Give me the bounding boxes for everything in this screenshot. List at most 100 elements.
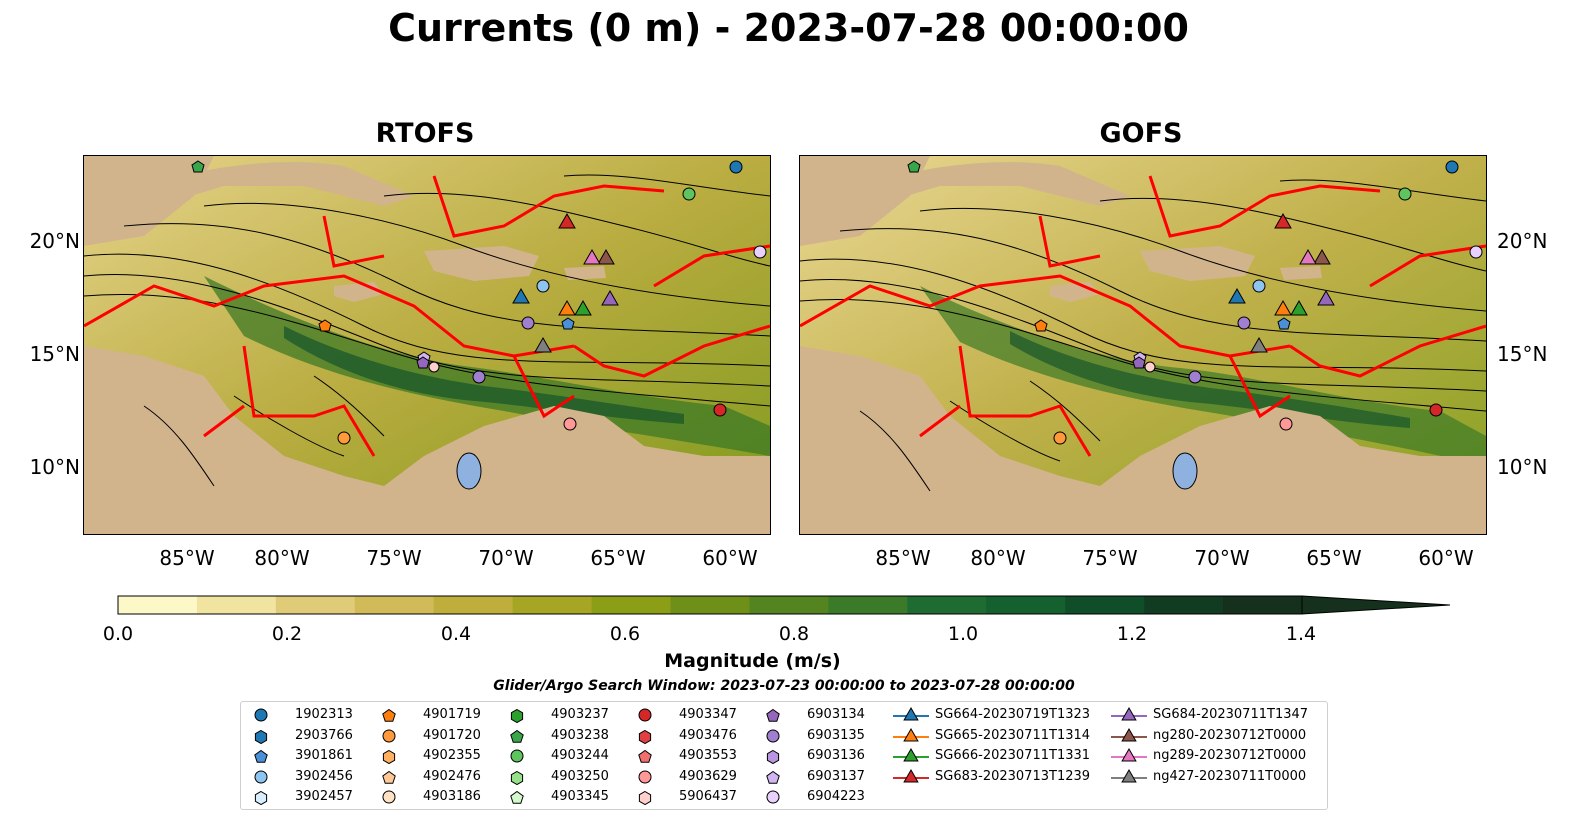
glider-sg665 bbox=[558, 299, 576, 316]
hexagon-marker-icon bbox=[254, 729, 268, 744]
triangle-marker-icon bbox=[893, 706, 929, 721]
triangle-marker-icon bbox=[1111, 706, 1147, 721]
legend-label: 4903244 bbox=[551, 748, 609, 763]
glider-sg684 bbox=[601, 289, 619, 306]
float-3901861 bbox=[1277, 317, 1291, 330]
glider-ng289 bbox=[583, 248, 601, 265]
pentagon-marker-icon bbox=[382, 770, 396, 784]
legend-label: 6903135 bbox=[807, 727, 865, 743]
hexagon-marker-icon bbox=[382, 749, 396, 765]
float-4903238 bbox=[191, 160, 205, 173]
triangle-marker-icon bbox=[1111, 727, 1147, 741]
pentagon-marker-icon bbox=[382, 708, 396, 722]
streamlines bbox=[800, 179, 1486, 492]
land-puerto-rico bbox=[1280, 266, 1322, 280]
legend-label: 4903345 bbox=[551, 789, 609, 804]
legend-label: ng427-20230711T0000 bbox=[1153, 768, 1307, 784]
gofs-map bbox=[799, 155, 1487, 535]
legend-label: 3902456 bbox=[295, 768, 353, 784]
legend-label: 4903553 bbox=[679, 748, 737, 763]
lat-tick-left: 15°N bbox=[29, 342, 80, 366]
legend-label: 1902313 bbox=[295, 707, 353, 722]
colorbar-tick: 1.0 bbox=[947, 623, 979, 645]
hexagon-marker-icon bbox=[510, 708, 524, 724]
legend-label: 4903250 bbox=[551, 768, 609, 784]
land-south-america bbox=[800, 346, 1486, 534]
land-puerto-rico bbox=[564, 266, 606, 280]
float-4903244 bbox=[682, 187, 696, 201]
glider-sg666 bbox=[574, 299, 592, 316]
float-6903134 bbox=[416, 356, 430, 369]
current-core bbox=[284, 326, 684, 424]
legend-label: ng289-20230712T0000 bbox=[1153, 748, 1307, 763]
gofs-map-canvas bbox=[800, 156, 1486, 534]
legend-label: 4903238 bbox=[551, 727, 609, 743]
colorbar-bin bbox=[907, 596, 987, 614]
lon-tick: 60°W bbox=[702, 546, 758, 570]
float-6903134 bbox=[1132, 356, 1146, 369]
colorbar-tick: 0.8 bbox=[778, 623, 810, 645]
circle-marker-icon bbox=[382, 729, 396, 742]
hexagon-marker-icon bbox=[766, 749, 780, 765]
hexagon-marker-icon bbox=[638, 790, 652, 806]
land-cuba bbox=[144, 162, 414, 206]
legend-label: 4903476 bbox=[679, 727, 737, 743]
pentagon-marker-icon bbox=[254, 749, 268, 763]
legend-label: 4902355 bbox=[423, 748, 481, 763]
colorbar-bin bbox=[354, 596, 435, 614]
lat-tick-right: 15°N bbox=[1497, 342, 1548, 366]
glider-ng289 bbox=[1299, 248, 1317, 265]
colorbar-tick: 0.4 bbox=[440, 623, 472, 645]
glider-ng427 bbox=[534, 336, 552, 353]
colorbar-bin bbox=[1223, 596, 1303, 614]
lon-tick: 80°W bbox=[970, 546, 1026, 570]
float-4901720 bbox=[337, 431, 351, 445]
circle-marker-icon bbox=[638, 708, 652, 722]
float-4903244 bbox=[1398, 187, 1412, 201]
gofs-panel-title: GOFS bbox=[1099, 118, 1183, 149]
land-cuba bbox=[860, 162, 1130, 206]
legend-label: 6903136 bbox=[807, 748, 865, 763]
glider-ng280 bbox=[597, 248, 615, 265]
legend-label: 4903347 bbox=[679, 707, 737, 722]
colorbar-bin bbox=[749, 596, 829, 614]
colorbar-bin bbox=[433, 596, 514, 614]
legend-label: ng280-20230712T0000 bbox=[1153, 727, 1307, 743]
colorbar-bin bbox=[196, 596, 277, 614]
triangle-marker-icon bbox=[1111, 768, 1147, 782]
glider-ng427 bbox=[1250, 336, 1268, 353]
circle-marker-icon bbox=[510, 749, 524, 763]
current-core bbox=[1010, 331, 1410, 428]
glider-sg664 bbox=[1228, 287, 1246, 304]
colorbar-tick: 1.4 bbox=[1285, 623, 1317, 645]
lon-tick: 85°W bbox=[875, 546, 931, 570]
streamlines bbox=[84, 174, 770, 487]
legend-label: SG683-20230713T1239 bbox=[935, 768, 1091, 784]
lat-tick-left: 20°N bbox=[29, 229, 80, 253]
float-3901861 bbox=[561, 317, 575, 330]
float-4903629 bbox=[1279, 417, 1293, 431]
observation-markers bbox=[907, 160, 1483, 445]
eez-boundaries bbox=[84, 175, 770, 457]
circle-marker-icon bbox=[254, 708, 268, 722]
hexagon-marker-icon bbox=[638, 729, 652, 744]
glider-sg666 bbox=[1290, 299, 1308, 316]
float-4901720 bbox=[1053, 431, 1067, 445]
land-hispaniola bbox=[1140, 246, 1255, 281]
float-4903347 bbox=[1429, 403, 1443, 417]
colorbar-label: Magnitude (m/s) bbox=[664, 650, 841, 672]
legend-label: 6904223 bbox=[807, 789, 865, 804]
lon-tick: 70°W bbox=[1194, 546, 1250, 570]
legend-label: 2903766 bbox=[295, 727, 353, 743]
legend-label: 6903137 bbox=[807, 768, 865, 784]
triangle-marker-icon bbox=[1111, 747, 1147, 762]
colorbar-extend-arrow bbox=[1301, 595, 1451, 615]
lon-tick: 75°W bbox=[366, 546, 422, 570]
glider-sg664 bbox=[512, 287, 530, 304]
glider-sg683 bbox=[558, 212, 576, 229]
colorbar-tick: 0.6 bbox=[609, 623, 641, 645]
lon-tick: 60°W bbox=[1418, 546, 1474, 570]
lon-tick: 65°W bbox=[590, 546, 646, 570]
pentagon-marker-icon bbox=[766, 708, 780, 722]
float-4903347 bbox=[713, 403, 727, 417]
